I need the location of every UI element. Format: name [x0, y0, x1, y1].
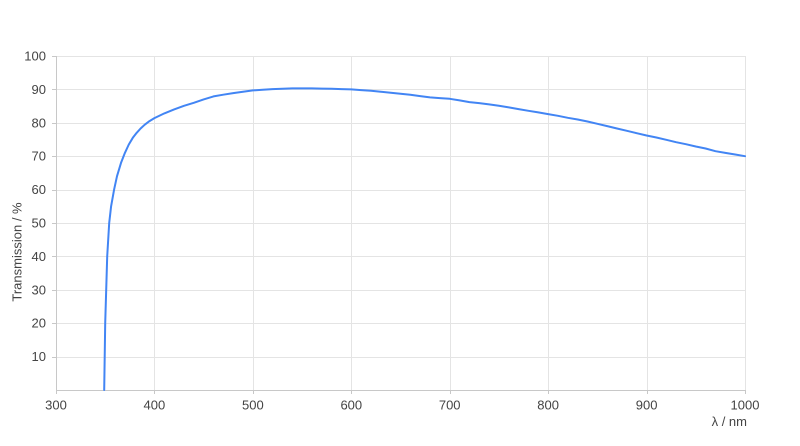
y-tick-label: 80 [32, 115, 46, 130]
y-tick-label: 60 [32, 182, 46, 197]
y-axis-title: Transmission / % [9, 202, 25, 302]
x-tick-label: 400 [144, 398, 166, 413]
x-tick-label: 800 [537, 398, 559, 413]
y-tick-label: 20 [32, 316, 46, 331]
y-tick-label: 70 [32, 149, 46, 164]
x-tick-label: 300 [45, 398, 67, 413]
x-axis-title: λ / nm [711, 414, 747, 429]
y-tick-label: 50 [32, 216, 46, 231]
y-tick-label: 10 [32, 349, 46, 364]
gridlines [56, 56, 746, 390]
axis-lines [56, 56, 745, 391]
x-tick-label: 1000 [731, 398, 760, 413]
y-tick-label: 100 [24, 49, 46, 64]
x-tick-label: 900 [636, 398, 658, 413]
y-tick-label: 30 [32, 282, 46, 297]
tick-labels: 300 400 500 600 700 800 900 1000 10 20 30 40 50 60 70 8… [24, 49, 759, 413]
x-tick-label: 600 [340, 398, 362, 413]
tick-marks [52, 56, 746, 394]
transmission-curve [103, 87, 746, 391]
x-tick-label: 500 [242, 398, 264, 413]
transmission-curve-group [103, 87, 746, 391]
y-tick-label: 40 [32, 249, 46, 264]
y-tick-label: 90 [32, 82, 46, 97]
x-tick-label: 700 [439, 398, 461, 413]
